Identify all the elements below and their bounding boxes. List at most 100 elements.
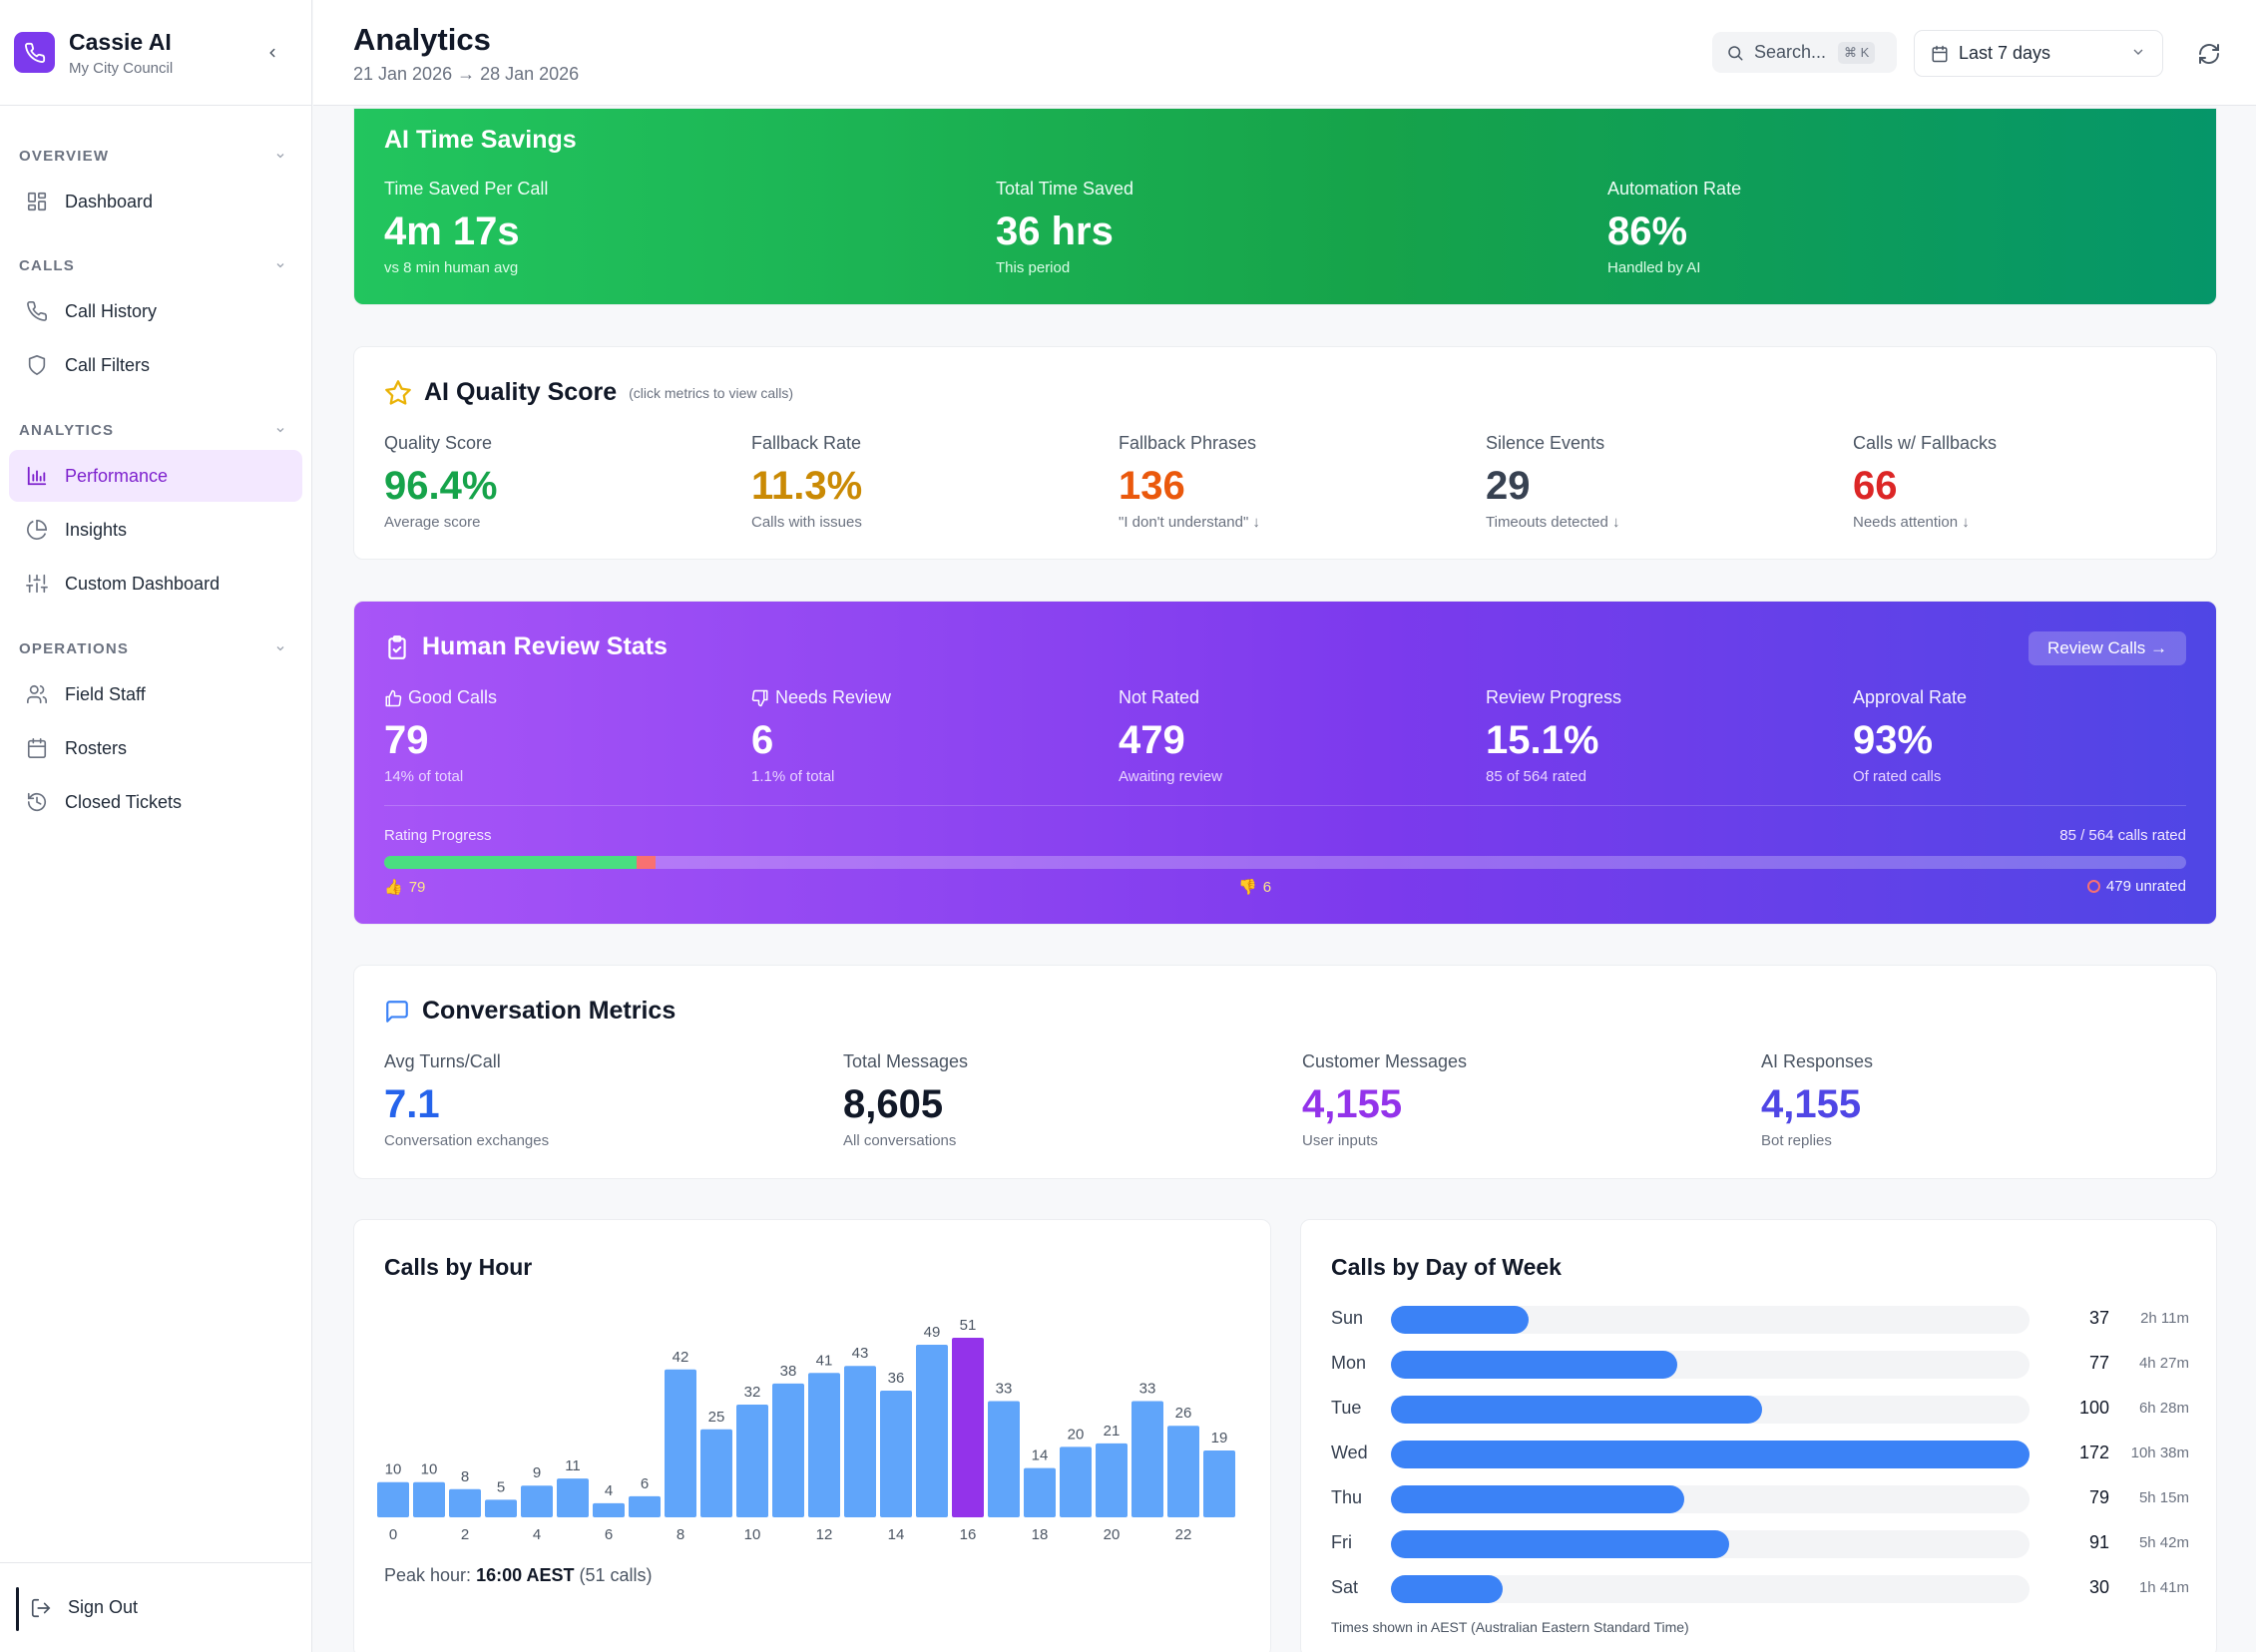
hour-bar[interactable]	[377, 1481, 409, 1517]
calls-by-hour-card: Calls by Hour 10 10 8 5 9 11 4 6 42 25 32 38 41 43 36 4…	[353, 1219, 1271, 1652]
refresh-icon	[2199, 44, 2219, 64]
collapse-sidebar-button[interactable]	[261, 42, 283, 64]
nav-heading-overview[interactable]: OVERVIEW	[0, 138, 312, 174]
calls-by-day-title: Calls by Day of Week	[1331, 1254, 1562, 1280]
hour-bar[interactable]	[413, 1481, 445, 1517]
shield-icon	[25, 353, 49, 377]
hour-bar-label: 49	[924, 1324, 941, 1341]
hour-bar[interactable]	[449, 1488, 481, 1517]
brand-header: Cassie AI My City Council	[0, 0, 311, 106]
chevron-down-icon	[276, 428, 284, 433]
day-bar[interactable]	[1391, 1351, 1677, 1379]
thumbs-down-icon	[751, 689, 768, 706]
sidebar-item-closed-tickets[interactable]: Closed Tickets	[9, 776, 302, 828]
hour-bar-label: 10	[421, 1461, 438, 1478]
day-bar[interactable]	[1391, 1306, 1529, 1334]
sidebar-item-dashboard[interactable]: Dashboard	[9, 176, 302, 227]
hour-bar[interactable]	[916, 1345, 948, 1517]
day-count: 79	[2088, 1487, 2109, 1507]
metric-quality-score[interactable]: Quality Score 96.4% Average score	[384, 433, 497, 531]
metric-sub: This period	[996, 259, 1071, 276]
search-button[interactable]: Search... ⌘ K	[1712, 32, 1897, 73]
hour-bar[interactable]	[700, 1429, 732, 1517]
rating-progress-summary: 85 / 564 calls rated	[2059, 827, 2186, 844]
metric-silence-events[interactable]: Silence Events 29 Timeouts detected ↓	[1486, 433, 1620, 531]
hour-bar[interactable]	[1024, 1467, 1056, 1517]
clipboard-check-icon	[384, 634, 410, 660]
day-duration: 4h 27m	[2138, 1355, 2189, 1372]
day-bar[interactable]	[1391, 1575, 1503, 1603]
nav-heading-analytics[interactable]: ANALYTICS	[0, 412, 312, 448]
hour-bar[interactable]	[485, 1499, 517, 1517]
hour-bar-label: 20	[1068, 1426, 1085, 1443]
conversation-title: Conversation Metrics	[422, 997, 677, 1025]
review-calls-button[interactable]: Review Calls →	[2029, 631, 2186, 665]
metric-ai-responses: AI Responses 4,155 Bot replies	[1761, 1051, 1873, 1149]
sidebar-item-rosters[interactable]: Rosters	[9, 722, 302, 774]
hour-tick-label: 6	[605, 1526, 613, 1543]
period-select[interactable]: Last 7 days	[1914, 30, 2163, 77]
metric-label: Customer Messages	[1302, 1051, 1468, 1071]
metric-label: Needs Review	[775, 687, 892, 707]
hour-bar[interactable]	[629, 1495, 661, 1517]
day-bar[interactable]	[1391, 1441, 2030, 1468]
hour-bar[interactable]	[521, 1485, 553, 1517]
metric-label: Total Time Saved	[996, 179, 1134, 199]
hour-bar[interactable]	[1167, 1426, 1199, 1517]
human-review-card: Human Review Stats Review Calls → Good C…	[353, 601, 2217, 925]
sidebar-item-insights[interactable]: Insights	[9, 504, 302, 556]
hour-bar-label: 33	[1139, 1381, 1156, 1398]
nav-heading-operations[interactable]: OPERATIONS	[0, 630, 312, 666]
hour-bar[interactable]	[1203, 1449, 1235, 1517]
grid-icon	[25, 190, 49, 213]
refresh-button[interactable]	[2195, 40, 2223, 68]
day-row: Fri 91 5h 42m	[1331, 1528, 2189, 1558]
nav-heading-calls[interactable]: CALLS	[0, 247, 312, 283]
hour-bar[interactable]	[808, 1373, 840, 1517]
search-icon	[1728, 45, 1743, 60]
sidebar-item-label: Call History	[65, 300, 158, 321]
hour-bar[interactable]	[844, 1366, 876, 1517]
sidebar-item-call-history[interactable]: Call History	[9, 285, 302, 337]
hour-bar[interactable]	[952, 1338, 984, 1517]
review-title-row: Human Review Stats	[384, 632, 668, 661]
hour-bar[interactable]	[1131, 1401, 1163, 1517]
metric-calls-with-fallbacks[interactable]: Calls w/ Fallbacks 66 Needs attention ↓	[1853, 433, 1997, 531]
hour-bar-label: 9	[533, 1464, 541, 1481]
hour-bar[interactable]	[593, 1502, 625, 1517]
sidebar-item-call-filters[interactable]: Call Filters	[9, 339, 302, 391]
metric-fallback-phrases[interactable]: Fallback Phrases 136 "I don't understand…	[1119, 433, 1260, 531]
sidebar-item-custom-dashboard[interactable]: Custom Dashboard	[9, 558, 302, 610]
sidebar-item-field-staff[interactable]: Field Staff	[9, 668, 302, 720]
chevron-down-icon	[276, 263, 284, 268]
hour-bar[interactable]	[736, 1405, 768, 1517]
metric-sub: Bot replies	[1761, 1132, 1832, 1149]
circle-icon	[2086, 880, 2100, 893]
hour-bar[interactable]	[557, 1478, 589, 1517]
hour-bar[interactable]	[988, 1401, 1020, 1517]
day-bar[interactable]	[1391, 1485, 1684, 1513]
day-label: Fri	[1331, 1532, 1352, 1552]
metric-automation-rate: Automation Rate 86% Handled by AI	[1607, 179, 1741, 276]
sign-out-button[interactable]: Sign Out	[0, 1562, 312, 1652]
hour-bar-label: 6	[641, 1475, 649, 1492]
metric-fallback-rate[interactable]: Fallback Rate 11.3% Calls with issues	[751, 433, 862, 531]
day-bar[interactable]	[1391, 1396, 1763, 1424]
metric-value: 15.1%	[1486, 718, 1599, 762]
metric-label-row: Needs Review	[751, 687, 891, 708]
hour-bar[interactable]	[1096, 1443, 1128, 1517]
metric-sub: Conversation exchanges	[384, 1132, 550, 1149]
day-bar[interactable]	[1391, 1530, 1729, 1558]
metric-label: AI Responses	[1761, 1051, 1874, 1071]
metric-value: 4m 17s	[384, 209, 520, 253]
rating-progress-bad	[636, 856, 657, 869]
phone-logo-icon	[14, 32, 55, 73]
hour-bar[interactable]	[1060, 1446, 1092, 1517]
hour-tick-label: 14	[888, 1526, 905, 1543]
metric-label: Automation Rate	[1607, 179, 1742, 199]
hour-bar[interactable]	[772, 1383, 804, 1517]
hour-bar[interactable]	[880, 1390, 912, 1517]
sidebar: Cassie AI My City Council OVERVIEW Dashb…	[0, 0, 312, 1652]
hour-bar[interactable]	[665, 1369, 696, 1517]
sidebar-item-performance[interactable]: Performance	[9, 450, 302, 502]
